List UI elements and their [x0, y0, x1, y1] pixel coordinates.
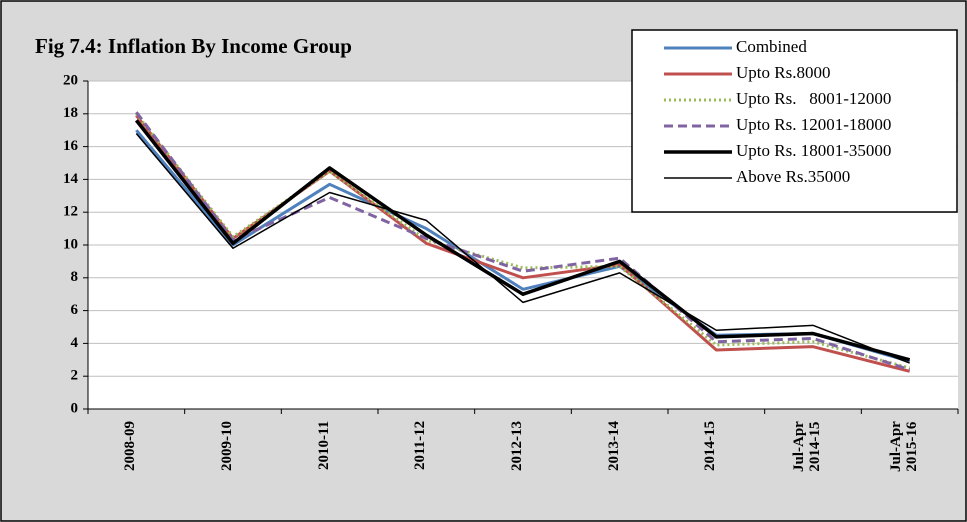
legend-label: Above Rs.35000 [736, 167, 850, 186]
y-tick-label: 0 [71, 400, 79, 416]
series-line [135, 111, 911, 372]
legend-label: Upto Rs.8000 [736, 63, 830, 82]
x-tick-label: 2014-15 [702, 421, 719, 471]
legend-label: Combined [736, 37, 807, 56]
y-tick-label: 14 [63, 171, 79, 187]
x-tick-label: 2008-09 [122, 421, 139, 471]
x-tick-label: 2010-11 [315, 420, 332, 470]
x-tick-label: Jul-Apr 2015-16 [887, 421, 920, 472]
series-line [134, 119, 911, 362]
x-tick-label: 2009-10 [219, 421, 235, 471]
x-tick-label: 2011-12 [412, 420, 429, 470]
y-tick-label: 12 [63, 204, 78, 220]
y-tick-label: 8 [71, 269, 79, 285]
y-tick-label: 20 [63, 72, 78, 88]
legend-box [631, 29, 958, 213]
y-tick-label: 16 [63, 138, 79, 154]
series-line [135, 112, 911, 370]
legend-label: Upto Rs. 18001-35000 [736, 141, 891, 160]
y-tick-label: 4 [71, 335, 79, 351]
x-tick-label: Jul-Apr 2014-15 [791, 421, 823, 472]
series-line [135, 132, 910, 364]
legend-label: Upto Rs. 8001-12000 [736, 89, 891, 108]
chart-title: Fig 7.4: Inflation By Income Group [35, 34, 352, 58]
y-tick-label: 18 [63, 105, 78, 121]
legend-label: Upto Rs. 12001-18000 [736, 115, 891, 134]
x-tick-label: 2012-13 [509, 421, 525, 471]
x-tick-label: 2013-14 [605, 421, 622, 471]
y-tick-label: 10 [63, 236, 78, 252]
y-tick-label: 6 [71, 302, 79, 318]
y-tick-label: 2 [71, 368, 79, 384]
